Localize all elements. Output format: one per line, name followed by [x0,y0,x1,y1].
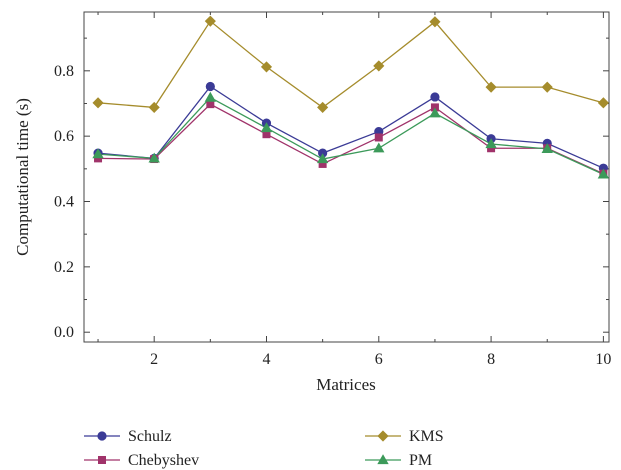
series-line-chebyshev [98,103,604,175]
legend-label: Chebyshev [128,452,199,469]
x-tick-label: 6 [375,351,383,368]
series-schulz [97,85,604,169]
legend: Schulz Chebyshev KMS PM [84,428,444,469]
x-tick-label: 2 [150,351,158,368]
data-point-kms [148,101,160,113]
data-point-pm [204,91,217,102]
data-point-kms [204,15,216,27]
data-point-kms [317,101,329,113]
y-tick-label: 0.2 [54,259,74,276]
x-axis-title: Matrices [316,375,375,394]
data-point-kms [260,61,273,73]
series-markers-kms [92,15,609,113]
legend-item-schulz: Schulz [84,428,172,445]
legend-marker [377,430,389,442]
x-tick-label: 4 [262,351,270,368]
legend-item-chebyshev: Chebyshev [84,452,199,469]
legend-label: Schulz [128,428,172,445]
series-line-schulz [97,85,604,169]
series-line-kms [97,20,604,109]
data-point-pm [316,153,329,164]
series-markers-pm [92,91,610,179]
plot-frame [83,11,610,343]
data-point-pm [373,142,385,153]
series-kms [97,20,604,109]
legend-marker [97,431,107,441]
data-point-pm [92,148,104,159]
data-point-kms [92,97,104,109]
series-layer [92,15,610,179]
x-tick-label: 10 [595,351,611,368]
ticks-layer: 2 4 6 8 10 0.0 0.2 0.4 0.6 0.8 [54,12,611,368]
legend-label: PM [409,452,432,469]
legend-marker [377,454,389,465]
legend-item-kms: KMS [365,428,444,445]
data-point-kms [485,81,497,93]
series-pm [97,96,604,175]
data-point-pm [260,122,273,133]
series-chebyshev [98,103,604,175]
legend-item-pm: PM [365,452,432,469]
data-point-pm [597,168,610,179]
data-point-schulz [205,81,215,92]
y-tick-label: 0.8 [54,63,74,80]
data-point-pm [485,138,497,149]
series-line-pm [97,96,604,175]
data-point-kms [373,60,385,72]
y-tick-label: 0.4 [54,194,74,211]
legend-label: KMS [409,428,444,445]
data-point-kms [597,97,609,109]
series-markers-schulz [93,81,608,173]
x-tick-label: 8 [487,351,495,368]
data-point-kms [541,81,553,93]
data-point-chebyshev [374,133,383,142]
legend-marker [98,455,107,464]
data-point-pm [429,107,441,118]
y-tick-label: 0.6 [54,128,74,145]
data-point-pm [148,152,160,163]
y-tick-label: 0.0 [54,324,74,341]
data-point-kms [429,16,441,28]
data-point-pm [541,143,553,154]
y-axis-title: Computational time (s) [13,98,32,256]
data-point-schulz [430,92,440,102]
